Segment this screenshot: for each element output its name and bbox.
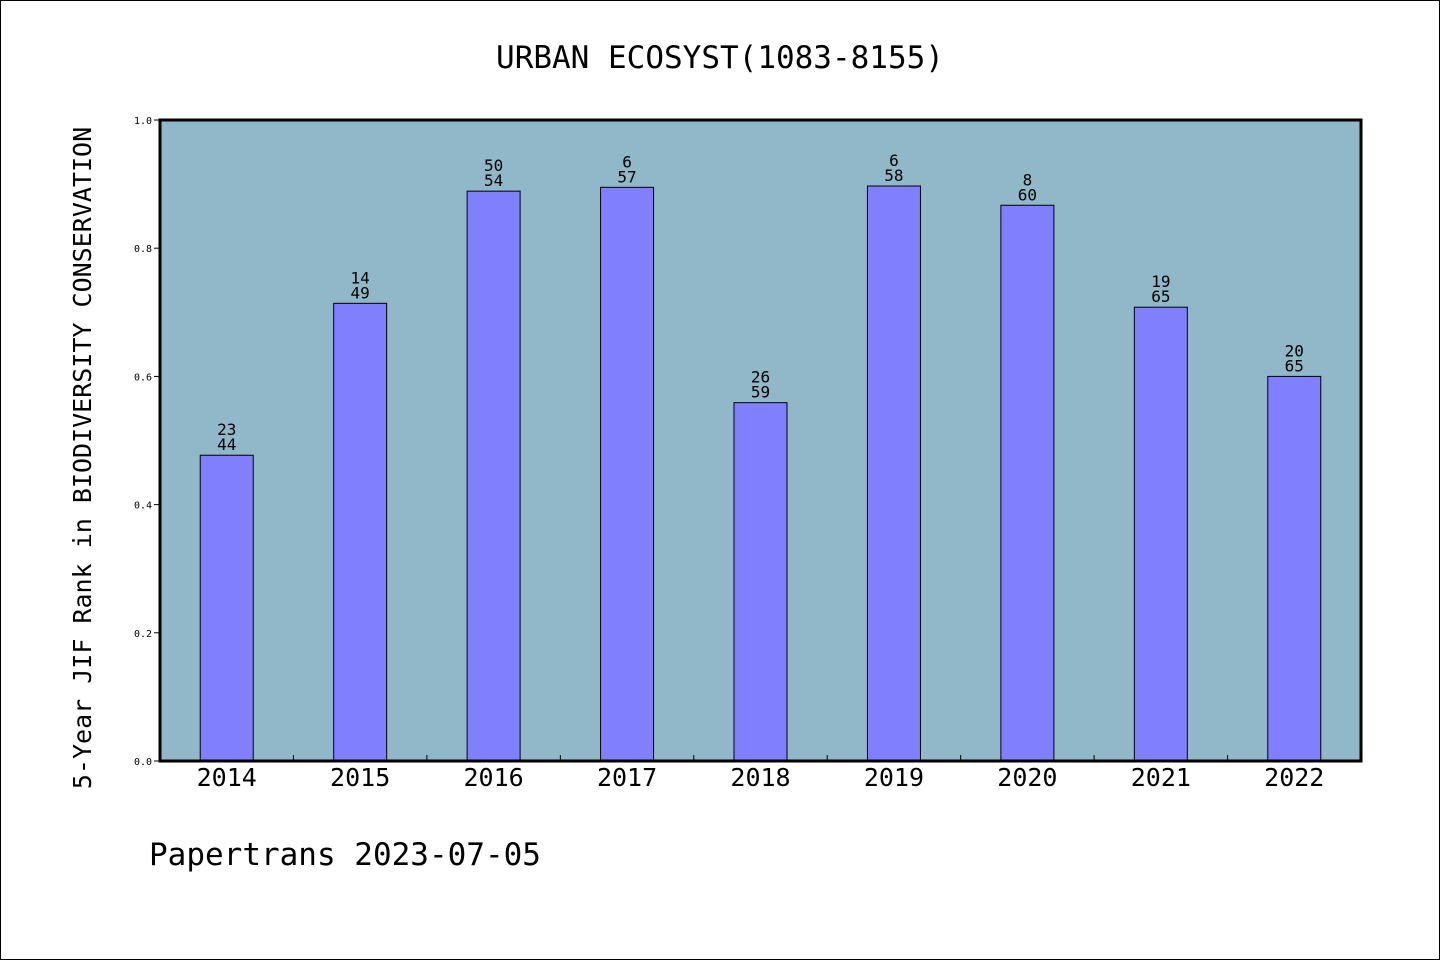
bar-total-label: 44	[217, 435, 236, 454]
bar-2018	[733, 402, 788, 762]
bar-2015	[333, 302, 388, 762]
x-tick-label: 2015	[330, 763, 390, 792]
bar-rank-label: 14	[351, 268, 370, 287]
bar-total-label: 65	[1151, 287, 1170, 306]
bar-rank-label: 19	[1151, 272, 1170, 291]
x-tick-label: 2018	[730, 763, 790, 792]
bar-total-label: 60	[1018, 185, 1037, 204]
bar-2020	[1000, 204, 1055, 762]
bar-2022	[1267, 375, 1322, 762]
bar-total-label: 57	[617, 167, 636, 186]
y-tick-label: 0.4	[134, 501, 152, 512]
bar-series	[199, 185, 1322, 762]
y-tick-label: 0.2	[134, 629, 152, 640]
bar-2021	[1133, 306, 1188, 762]
y-tick-label: 0.8	[134, 244, 152, 255]
bar-2019	[866, 185, 921, 762]
bar-total-label: 54	[484, 171, 503, 190]
bar-rank-label: 8	[1023, 170, 1033, 189]
bar-rank-label: 20	[1285, 341, 1304, 360]
bar-total-label: 58	[884, 166, 903, 185]
bar-total-label: 65	[1285, 356, 1304, 375]
bar-rank-label: 26	[751, 368, 770, 387]
bar-2016	[466, 190, 521, 762]
bar-total-label: 49	[351, 283, 370, 302]
y-tick-label: 1.0	[134, 116, 152, 127]
x-tick-label: 2022	[1264, 763, 1324, 792]
x-tick-label: 2016	[464, 763, 524, 792]
chart-title: URBAN ECOSYST(1083-8155)	[496, 40, 944, 76]
bar-total-label: 59	[751, 383, 770, 402]
y-axis: 0.0 0.2 0.4 0.6 0.8 1.0	[134, 116, 160, 768]
footer-credit: Papertrans 2023-07-05	[149, 837, 541, 873]
bar-2017	[600, 186, 655, 762]
bar-rank-label: 6	[622, 152, 632, 171]
x-axis: 2014 2015 2016 2017 2018 2019 2020 2021 2022	[197, 755, 1324, 792]
x-tick-label: 2021	[1131, 763, 1191, 792]
bar-2014	[199, 454, 254, 762]
y-axis-label: 5-Year JIF Rank in BIODIVERSITY CONSERVA…	[68, 127, 97, 789]
bar-rank-label: 50	[484, 156, 503, 175]
x-tick-label: 2017	[597, 763, 657, 792]
x-tick-label: 2014	[197, 763, 257, 792]
bar-rank-label: 23	[217, 420, 236, 439]
x-tick-label: 2019	[864, 763, 924, 792]
x-tick-label: 2020	[997, 763, 1057, 792]
plot-border	[158, 118, 1363, 763]
y-tick-label: 0.6	[134, 372, 152, 383]
y-tick-label: 0.0	[134, 757, 152, 768]
bar-rank-label: 6	[889, 151, 899, 170]
